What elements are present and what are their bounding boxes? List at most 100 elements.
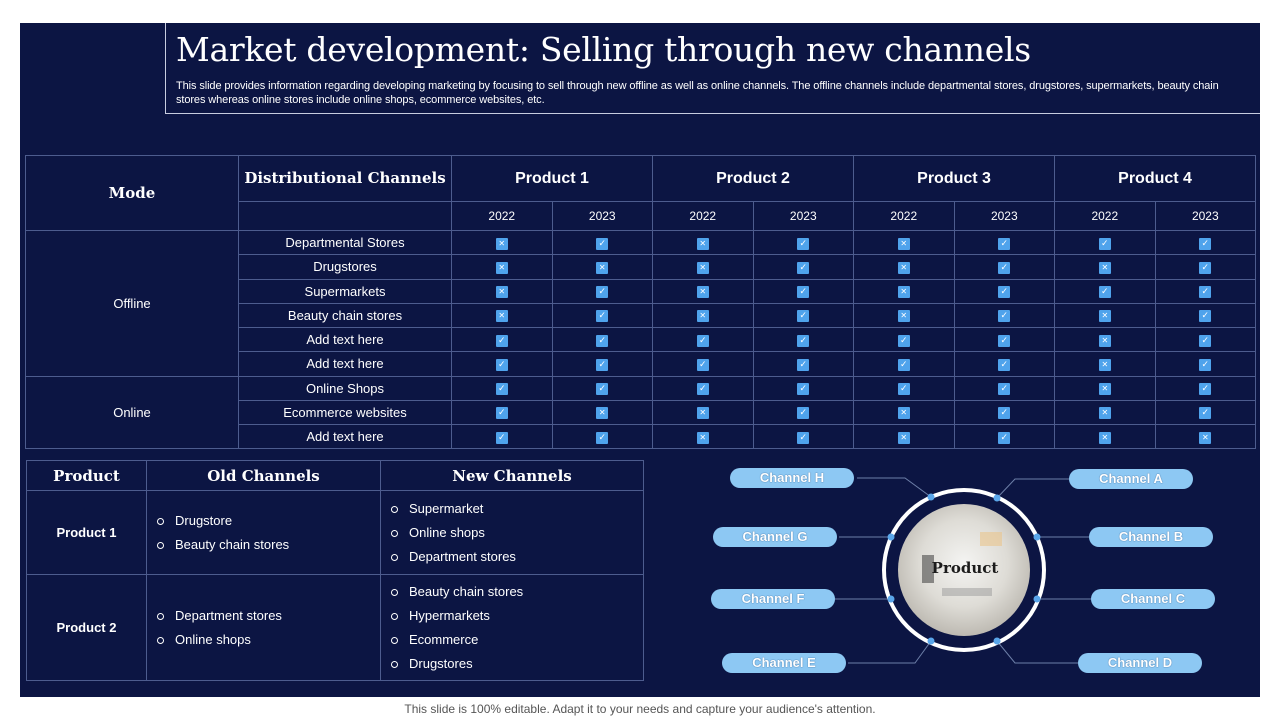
check-box-icon[interactable]: ✓ xyxy=(797,407,810,420)
availability-cell: ✓ xyxy=(752,423,855,450)
check-box-icon[interactable]: ✓ xyxy=(596,237,609,250)
check-box-icon[interactable]: ✓ xyxy=(998,237,1011,250)
check-box-icon[interactable]: ✓ xyxy=(1199,407,1212,420)
check-box-icon[interactable]: ✓ xyxy=(797,237,810,250)
channel-d-pill: Channel D xyxy=(1078,653,1202,673)
check-box-icon[interactable]: ✓ xyxy=(797,334,810,347)
check-box-icon[interactable]: ✓ xyxy=(998,310,1011,323)
check-box-icon[interactable]: ✓ xyxy=(596,358,609,371)
check-box-icon[interactable]: ✓ xyxy=(998,261,1011,274)
availability-cell: ✓ xyxy=(1154,278,1257,304)
check-box-icon[interactable]: ✓ xyxy=(897,383,910,396)
check-box-icon[interactable]: ✓ xyxy=(797,261,810,274)
cross-box-icon[interactable]: ✕ xyxy=(1098,334,1111,347)
cross-box-icon[interactable]: ✕ xyxy=(1098,358,1111,371)
cross-box-icon[interactable]: ✕ xyxy=(696,261,709,274)
cross-box-icon[interactable]: ✕ xyxy=(1098,310,1111,323)
check-box-icon[interactable]: ✓ xyxy=(998,334,1011,347)
check-box-icon[interactable]: ✓ xyxy=(596,286,609,299)
cross-box-icon[interactable]: ✕ xyxy=(897,431,910,444)
check-box-icon[interactable]: ✓ xyxy=(495,334,508,347)
check-box-icon[interactable]: ✓ xyxy=(998,383,1011,396)
cross-box-icon[interactable]: ✕ xyxy=(495,261,508,274)
year-label: 2022 xyxy=(1054,201,1156,231)
check-box-icon[interactable]: ✓ xyxy=(897,334,910,347)
check-box-icon[interactable]: ✓ xyxy=(998,358,1011,371)
cross-box-icon[interactable]: ✕ xyxy=(1098,431,1111,444)
cross-box-icon[interactable]: ✕ xyxy=(897,286,910,299)
availability-cell: ✕ xyxy=(652,399,754,426)
check-box-icon[interactable]: ✓ xyxy=(495,407,508,420)
check-box-icon[interactable]: ✓ xyxy=(1199,237,1212,250)
mode-online: Online xyxy=(25,375,239,450)
check-box-icon[interactable]: ✓ xyxy=(1199,334,1212,347)
check-box-icon[interactable]: ✓ xyxy=(797,286,810,299)
check-box-icon[interactable]: ✓ xyxy=(1199,286,1212,299)
check-box-icon[interactable]: ✓ xyxy=(1199,261,1212,274)
check-box-icon[interactable]: ✓ xyxy=(797,431,810,444)
check-box-icon[interactable]: ✓ xyxy=(1098,286,1111,299)
cross-box-icon[interactable]: ✕ xyxy=(897,407,910,420)
cross-box-icon[interactable]: ✕ xyxy=(596,407,609,420)
check-box-icon[interactable]: ✓ xyxy=(998,407,1011,420)
cross-box-icon[interactable]: ✕ xyxy=(897,310,910,323)
availability-cell: ✕ xyxy=(1054,375,1156,401)
old-channels-cell: Drugstore Beauty chain stores xyxy=(146,490,381,575)
list-item: Department stores xyxy=(391,545,643,569)
cross-box-icon[interactable]: ✕ xyxy=(1098,383,1111,396)
check-box-icon[interactable]: ✓ xyxy=(696,383,709,396)
availability-cell: ✕ xyxy=(1054,326,1156,353)
table-row: Supermarkets ✕ ✓ ✕ ✓ ✕ ✓ ✓ ✓ xyxy=(26,278,1257,304)
cross-box-icon[interactable]: ✕ xyxy=(1199,431,1212,444)
cross-box-icon[interactable]: ✕ xyxy=(696,310,709,323)
check-box-icon[interactable]: ✓ xyxy=(596,431,609,444)
cross-box-icon[interactable]: ✕ xyxy=(1098,261,1111,274)
check-box-icon[interactable]: ✓ xyxy=(596,310,609,323)
check-box-icon[interactable]: ✓ xyxy=(797,310,810,323)
cross-box-icon[interactable]: ✕ xyxy=(596,261,609,274)
check-box-icon[interactable]: ✓ xyxy=(1199,383,1212,396)
check-box-icon[interactable]: ✓ xyxy=(897,358,910,371)
cross-box-icon[interactable]: ✕ xyxy=(495,286,508,299)
cross-box-icon[interactable]: ✕ xyxy=(897,261,910,274)
availability-cell: ✓ xyxy=(853,326,955,353)
availability-cell: ✓ xyxy=(451,399,553,426)
cross-box-icon[interactable]: ✕ xyxy=(696,407,709,420)
cross-box-icon[interactable]: ✕ xyxy=(495,310,508,323)
availability-cell: ✓ xyxy=(652,375,754,401)
availability-cell: ✓ xyxy=(953,423,1056,450)
availability-cell: ✕ xyxy=(1054,302,1156,329)
check-box-icon[interactable]: ✓ xyxy=(596,334,609,347)
channel-c-pill: Channel C xyxy=(1091,589,1215,609)
cross-box-icon[interactable]: ✕ xyxy=(495,237,508,250)
check-box-icon[interactable]: ✓ xyxy=(495,383,508,396)
availability-cell: ✓ xyxy=(1154,399,1257,426)
check-box-icon[interactable]: ✓ xyxy=(696,334,709,347)
availability-cell: ✓ xyxy=(752,351,855,377)
cross-box-icon[interactable]: ✕ xyxy=(696,286,709,299)
cross-box-icon[interactable]: ✕ xyxy=(696,237,709,250)
channel-name: Drugstores xyxy=(238,254,452,280)
check-box-icon[interactable]: ✓ xyxy=(998,431,1011,444)
channel-name: Departmental Stores xyxy=(238,229,452,256)
check-box-icon[interactable]: ✓ xyxy=(1098,237,1111,250)
availability-cell: ✓ xyxy=(551,302,654,329)
check-box-icon[interactable]: ✓ xyxy=(495,358,508,371)
product-name: Product 2 xyxy=(26,574,147,681)
availability-cell: ✓ xyxy=(652,351,754,377)
check-box-icon[interactable]: ✓ xyxy=(797,383,810,396)
header-old-channels: Old Channels xyxy=(146,460,381,491)
check-box-icon[interactable]: ✓ xyxy=(596,383,609,396)
check-box-icon[interactable]: ✓ xyxy=(1199,358,1212,371)
availability-cell: ✕ xyxy=(652,302,754,329)
cross-box-icon[interactable]: ✕ xyxy=(897,237,910,250)
cross-box-icon[interactable]: ✕ xyxy=(1098,407,1111,420)
check-box-icon[interactable]: ✓ xyxy=(1199,310,1212,323)
cross-box-icon[interactable]: ✕ xyxy=(696,431,709,444)
check-box-icon[interactable]: ✓ xyxy=(495,431,508,444)
check-box-icon[interactable]: ✓ xyxy=(696,358,709,371)
year-label: 2023 xyxy=(752,201,855,231)
check-box-icon[interactable]: ✓ xyxy=(797,358,810,371)
check-box-icon[interactable]: ✓ xyxy=(998,286,1011,299)
availability-cell: ✓ xyxy=(953,278,1056,304)
